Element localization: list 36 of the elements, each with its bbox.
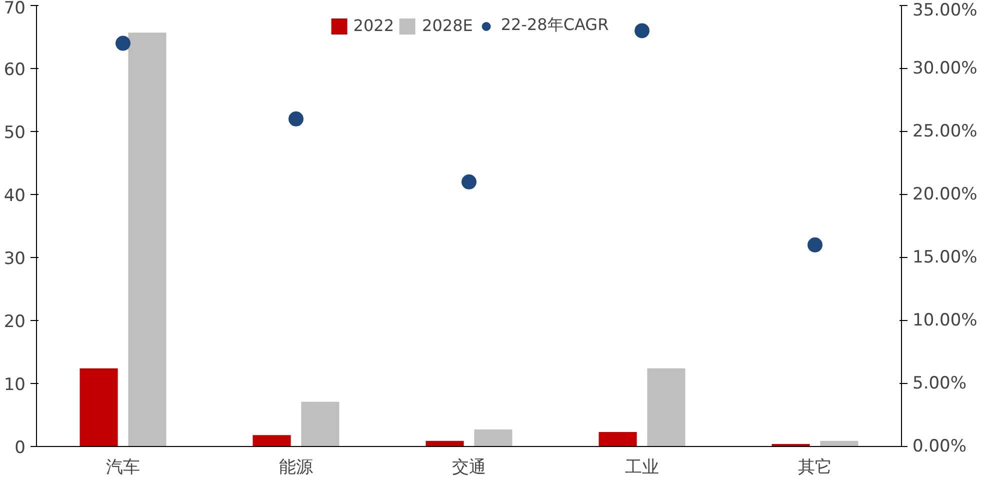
x-tick-label: 其它 [798,458,832,478]
legend-label: 2022 [353,16,394,35]
y2-tick-label: 15.00% [912,248,978,268]
y-tick-label: 50 [4,123,26,143]
y-tick-label: 0 [14,438,26,458]
x-tick-label: 交通 [452,458,486,478]
y2-tick-label: 5.00% [912,374,967,394]
x-tick-label: 工业 [625,458,659,478]
y2-tick-label: 25.00% [912,122,978,142]
y2-tick-label: 20.00% [912,184,978,204]
y2-tick-label: 0.00% [912,436,967,456]
x-tick-label: 汽车 [106,458,140,478]
legend-label: 22-28年CAGR [500,15,609,36]
point [288,111,304,126]
y2-tick-label: 10.00% [912,310,978,330]
y-tick-label: 70 [4,0,26,18]
bar [474,429,512,446]
y-tick-label: 40 [4,186,26,206]
x-tick-label: 能源 [279,458,313,478]
point [808,237,822,252]
y-tick-label: 10 [4,375,26,395]
y-tick-label: 60 [4,60,26,80]
bar [128,32,166,446]
y2-tick-label: 35.00% [912,0,978,20]
point [116,36,130,51]
y-tick-label: 30 [4,249,26,269]
point [462,174,476,190]
y2-tick-label: 30.00% [912,58,978,78]
bar [301,402,340,446]
point [634,23,650,38]
legend-label: 2028E [422,16,473,35]
y-tick-label: 20 [4,312,26,332]
bar [598,432,637,446]
bar [647,368,686,446]
bar [252,435,291,446]
bar [80,368,118,446]
